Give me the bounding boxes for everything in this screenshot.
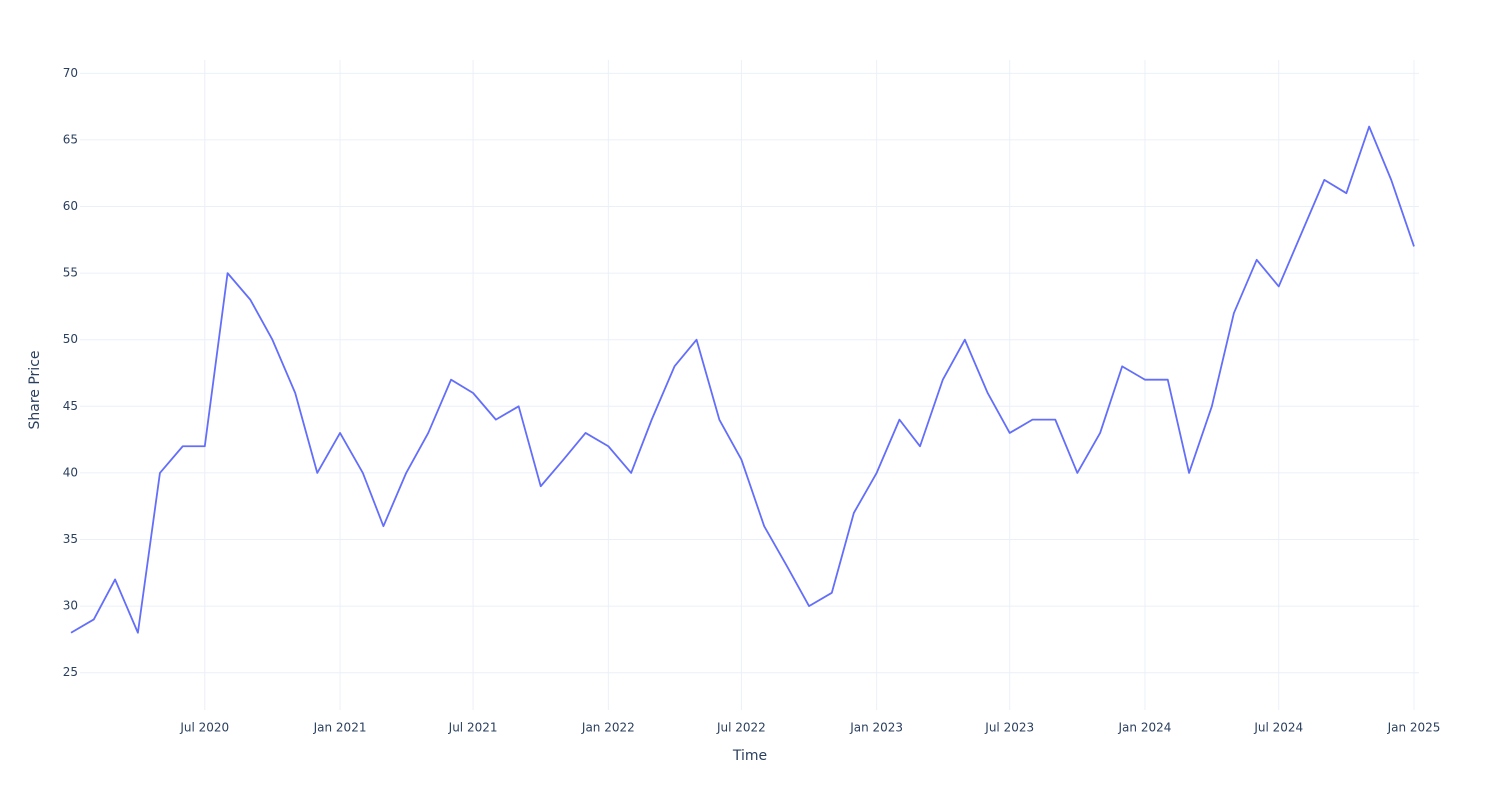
x-tick-label: Jan 2021 [313,721,367,735]
y-tick-label: 55 [63,266,78,280]
x-tick-label: Jan 2022 [581,721,635,735]
y-tick-label: 60 [63,199,78,213]
x-axis-title: Time [732,748,767,764]
x-tick-label: Jul 2022 [716,721,766,735]
y-tick-label: 45 [63,399,78,413]
x-tick-label: Jul 2024 [1253,721,1303,735]
x-tick-label: Jan 2023 [849,721,903,735]
x-tick-label: Jul 2021 [448,721,498,735]
y-tick-label: 65 [63,132,78,146]
x-tick-label: Jan 2024 [1118,721,1172,735]
x-tick-label: Jul 2023 [984,721,1034,735]
y-tick-label: 35 [63,532,78,546]
y-tick-label: 40 [63,465,78,479]
y-tick-label: 50 [63,332,78,346]
y-axis-title: Share Price [27,350,43,429]
y-tick-label: 25 [63,665,78,679]
price-line [70,125,1415,634]
x-tick-label: Jul 2020 [179,721,229,735]
y-tick-label: 70 [63,66,78,80]
x-tick-label: Jan 2025 [1387,721,1441,735]
y-tick-label: 30 [63,599,78,613]
